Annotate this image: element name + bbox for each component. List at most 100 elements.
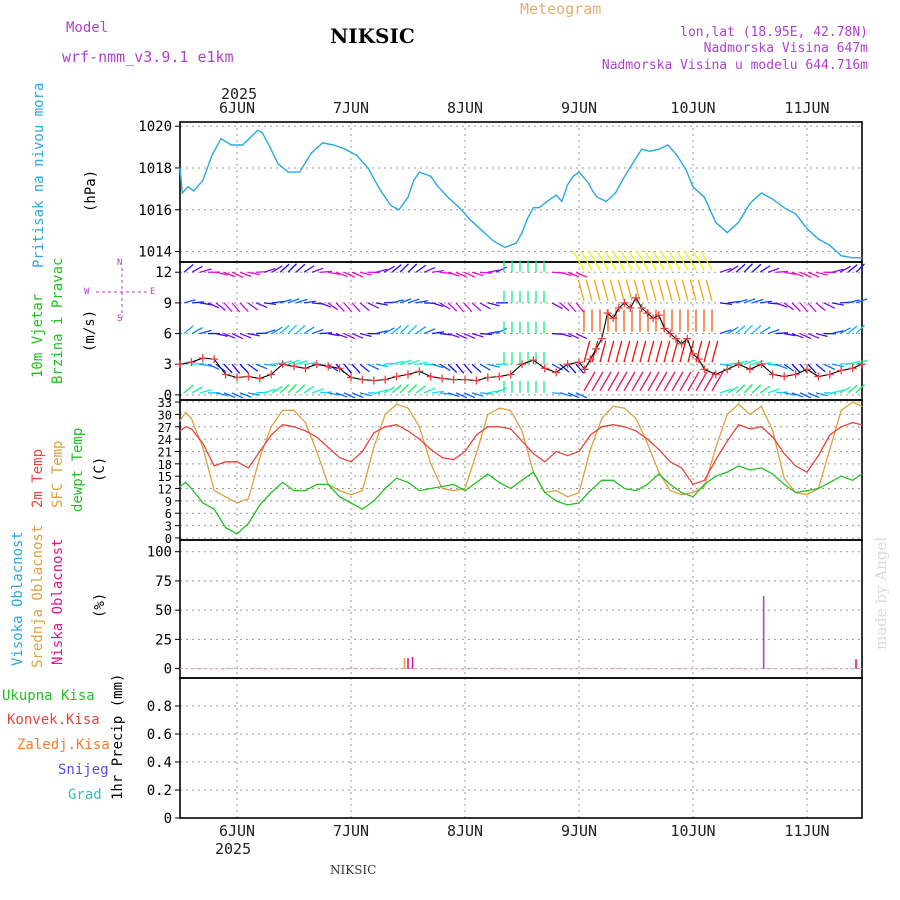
sfc-temp-line-point [350, 494, 352, 496]
wind-arrow [799, 392, 812, 399]
y-tick-label: 0 [164, 662, 172, 678]
wind-arrow [807, 271, 820, 278]
dewpoint-line-point [817, 487, 820, 490]
wind-arrow [303, 300, 316, 304]
sfc-temp-line-point [669, 489, 671, 492]
wind-arrow [791, 302, 801, 312]
wind-arrow [604, 250, 617, 271]
wind-arrow [223, 271, 236, 278]
dewpoint-line-point [430, 487, 432, 490]
y-tick-label: 1014 [138, 245, 172, 261]
wind-arrow [612, 250, 625, 271]
wind-arrow [567, 363, 577, 374]
pressure-line-point [299, 171, 301, 173]
dewpoint-line-point [703, 483, 706, 486]
pressure-line [179, 129, 862, 259]
wind-arrow [295, 360, 308, 365]
dewpoint-line-point [304, 489, 306, 492]
y-tick-label: 15 [158, 470, 172, 484]
sfc-temp-line-point [498, 407, 500, 409]
y-tick-label: 0.2 [147, 783, 172, 799]
wind-arrow [247, 363, 259, 372]
wind-arrow [783, 392, 796, 396]
wind-arrow [247, 302, 259, 311]
wind-arrow [679, 371, 692, 392]
pressure-line-point [633, 161, 635, 163]
wind-arrow [431, 302, 444, 308]
pressure-line-point [572, 175, 574, 177]
dewpoint-line-point [738, 465, 740, 467]
wind-arrow [199, 363, 212, 367]
pressure-line-point [458, 207, 460, 209]
wind-arrow [559, 392, 572, 397]
wind-arrow [479, 392, 493, 395]
dewpoint-line-point [213, 508, 215, 510]
wind-arrow [335, 302, 345, 312]
wind-arrow [559, 271, 572, 277]
wind-arrow [743, 324, 753, 335]
wind-arrow [191, 386, 203, 394]
dewpoint-line-point [293, 489, 295, 492]
wind-arrow [783, 363, 795, 372]
wind-arrow [319, 332, 333, 335]
pressure-line-point [676, 154, 678, 157]
pressure-line-point [795, 213, 797, 215]
dewpoint-line-point [259, 504, 261, 506]
wind-arrow [815, 271, 828, 276]
wind-arrow [599, 371, 612, 392]
wind-arrow [183, 384, 194, 394]
wind-arrow [463, 392, 476, 399]
sfc-temp-line-point [703, 485, 706, 488]
sfc-temp-line-point [589, 448, 592, 451]
sfc-temp-line-point [373, 446, 375, 448]
wind-arrow [839, 386, 851, 394]
wind-arrow [303, 265, 315, 273]
wind-arrow [655, 340, 663, 363]
dewpoint-line-point [396, 477, 398, 479]
pressure-line-point [667, 144, 669, 146]
wind-arrow [807, 392, 820, 399]
wind-arrow [279, 325, 290, 335]
wind-arrow [631, 340, 639, 363]
wind-arrow [383, 386, 395, 394]
pressure-line-point [492, 240, 495, 242]
pressure-line-point [605, 200, 607, 203]
wind-arrow [668, 250, 681, 271]
sfc-temp-line-point [510, 409, 512, 411]
pressure-line-point [390, 204, 392, 207]
wind-arrow [609, 279, 617, 302]
wind-arrow [575, 302, 585, 313]
wind-arrow [263, 329, 276, 335]
wind-arrow [617, 279, 625, 302]
sfc-temp-line-point [453, 489, 455, 492]
dewpoint-line-point [464, 489, 466, 492]
dewpoint-line-point [760, 467, 763, 469]
sfc-temp-line-point [213, 489, 215, 492]
wind-arrow [423, 266, 436, 273]
dewpoint-line-point [669, 483, 671, 486]
wind-arrow [847, 264, 858, 273]
wind-arrow [783, 302, 795, 311]
wind-arrow [231, 363, 241, 374]
wind-arrow [439, 363, 451, 372]
wind-arrow [351, 271, 364, 278]
wind-arrow [471, 363, 482, 373]
wind-arrow [831, 268, 844, 273]
y-tick-label: 9 [165, 495, 172, 509]
wind-arrow [327, 271, 340, 275]
wind-arrow [735, 263, 746, 273]
dewpoint-line-point [407, 481, 409, 483]
sfc-temp-line-point [521, 430, 523, 432]
wind-arrow [199, 329, 212, 335]
wind-arrow [703, 340, 711, 363]
temp-2m-line-point [555, 450, 557, 453]
wind-arrow [599, 340, 607, 363]
year-bottom: 2025 [215, 840, 252, 858]
temp-2m-line-point [185, 426, 187, 428]
wind-arrow [319, 391, 333, 394]
sfc-temp-line-point [738, 403, 740, 405]
wind-arrow [191, 265, 203, 273]
temp-2m-line-point [282, 424, 284, 426]
dewpoint-line-point [225, 527, 227, 529]
pressure-line-point [202, 179, 204, 182]
